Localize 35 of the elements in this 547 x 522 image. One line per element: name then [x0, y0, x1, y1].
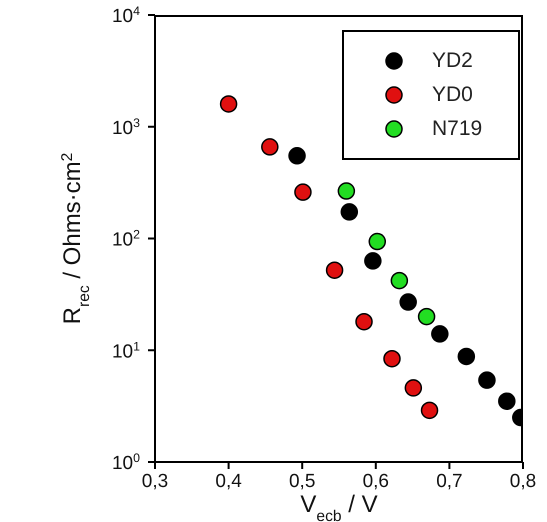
x-tick-label: 0,7: [436, 471, 463, 492]
legend-label: YD0: [432, 83, 473, 107]
x-tick-label: 0,4: [215, 471, 242, 492]
x-tick-label: 0,3: [142, 471, 168, 492]
point: [338, 182, 356, 200]
point: [340, 203, 358, 221]
legend-label: N719: [432, 117, 482, 141]
point: [458, 348, 476, 366]
y-tick-label: 10$^{2}$: [112, 228, 140, 250]
x-tick-label: 0,8: [510, 471, 536, 492]
point: [288, 147, 306, 165]
point: [431, 325, 449, 343]
y-tick-label: 10$^{1}$: [112, 339, 140, 362]
point: [220, 95, 238, 113]
y-tick-label: 10$^{0}$: [112, 451, 140, 474]
y-tick-label: 10$^{4}$: [112, 4, 140, 27]
point: [368, 232, 386, 250]
point: [383, 350, 401, 368]
legend-label: YD2: [432, 49, 473, 73]
x-tick-label: 0,6: [362, 471, 390, 492]
point: [294, 183, 312, 201]
point: [478, 371, 496, 389]
point: [404, 379, 422, 397]
point: [390, 272, 408, 290]
point: [364, 252, 382, 270]
y-tick-label: 10$^{3}$: [112, 116, 140, 139]
point: [420, 402, 438, 420]
point: [355, 312, 373, 330]
point: [418, 308, 436, 326]
x-tick-label: 0,5: [288, 471, 316, 492]
point: [399, 293, 417, 311]
x-axis-title: V$_{ecb}$ / V: [300, 491, 378, 522]
point: [498, 392, 516, 410]
point: [261, 138, 279, 156]
point: [326, 261, 344, 279]
